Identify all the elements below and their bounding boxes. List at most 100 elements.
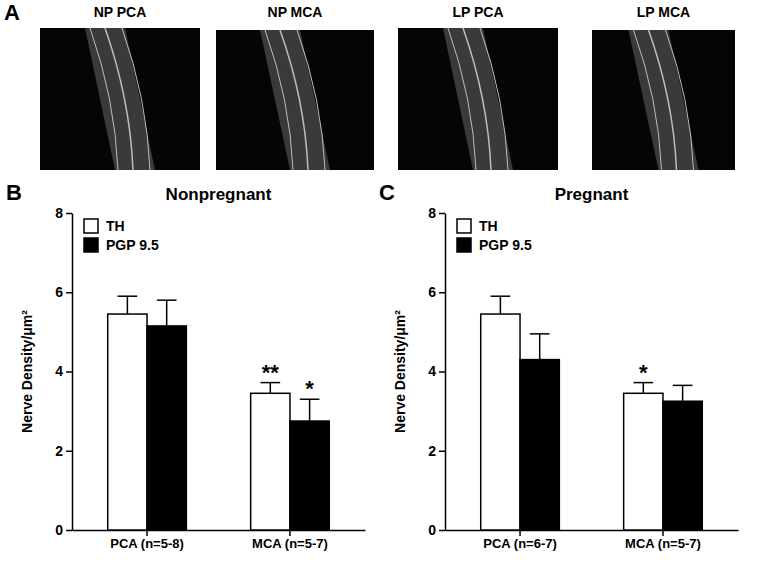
error-bar-stem	[309, 399, 311, 421]
nerve-fiber	[297, 30, 325, 170]
error-bar-stem	[166, 300, 168, 326]
y-tick: 0	[428, 522, 445, 538]
nerve-fiber	[448, 28, 476, 170]
y-tick-mark	[439, 292, 445, 294]
legend-swatch	[84, 238, 98, 252]
error-bar-stem	[127, 296, 129, 314]
error-bar	[673, 385, 693, 401]
x-tick-label: PCA (n=5-8)	[110, 536, 184, 551]
significance-marker: *	[305, 376, 314, 401]
legend-swatch	[84, 219, 98, 233]
error-bar-stem	[500, 296, 502, 314]
error-bar-cap	[157, 299, 177, 301]
x-tick-mark	[289, 530, 291, 536]
y-tick: 2	[55, 443, 72, 459]
y-tick-label: 0	[55, 522, 63, 538]
x-axis: PCA (n=5-8) MCA (n=5-7)	[73, 530, 366, 551]
y-axis: 0 2 4 6 8	[428, 205, 445, 538]
legend-label: TH	[479, 218, 498, 234]
y-tick-label: 2	[428, 443, 436, 459]
legend-swatch	[457, 219, 471, 233]
y-tick: 6	[55, 284, 72, 300]
bar	[624, 393, 663, 530]
error-bar	[157, 300, 177, 326]
chart-title: Pregnant	[555, 185, 629, 204]
panel-label: B	[6, 180, 22, 205]
nerve-fiber	[666, 30, 694, 170]
legend: TH PGP 9.5	[457, 218, 532, 253]
y-tick-mark	[66, 292, 72, 294]
y-tick: 4	[55, 363, 72, 379]
y-tick-label: 8	[55, 205, 63, 221]
legend-label: PGP 9.5	[106, 237, 159, 253]
image-title: LP PCA	[452, 4, 503, 20]
micrograph	[398, 28, 558, 170]
y-tick-label: 6	[55, 284, 63, 300]
y-tick-mark	[66, 451, 72, 453]
y-tick: 4	[428, 363, 445, 379]
chart: BNonpregnant02468PCA (n=5-8)MCA (n=5-7)N…	[6, 180, 366, 551]
nerve-fiber	[634, 30, 662, 170]
image-title: NP PCA	[94, 4, 147, 20]
y-tick-mark	[66, 213, 72, 215]
x-tick-mark	[662, 530, 664, 536]
y-tick-mark	[439, 371, 445, 373]
y-tick: 0	[55, 522, 72, 538]
vessel	[260, 30, 330, 170]
figure: ANP PCANP MCALP PCALP MCABNonpregnant024…	[0, 0, 762, 563]
image-title: LP MCA	[637, 4, 690, 20]
bar	[290, 421, 329, 530]
bar	[108, 314, 147, 530]
bar	[663, 401, 702, 530]
error-bar-cap	[118, 295, 138, 297]
y-tick: 2	[428, 443, 445, 459]
y-tick-label: 6	[428, 284, 436, 300]
x-tick-mark	[519, 530, 521, 536]
micrograph-background	[40, 28, 200, 170]
x-tick-label: MCA (n=5-7)	[252, 536, 328, 551]
y-tick: 8	[428, 205, 445, 221]
y-tick-label: 4	[428, 363, 436, 379]
vessel	[629, 30, 699, 170]
significance-marker: *	[639, 360, 648, 385]
error-bar-stem	[539, 334, 541, 360]
legend-label: TH	[106, 218, 125, 234]
legend-label: PGP 9.5	[479, 237, 532, 253]
vessel	[443, 28, 513, 170]
plot-area	[481, 296, 703, 530]
nerve-fiber	[265, 30, 293, 170]
error-bar	[530, 334, 550, 360]
x-axis: PCA (n=6-7) MCA (n=5-7)	[446, 530, 739, 551]
x-tick: PCA (n=6-7)	[483, 530, 557, 551]
error-bar	[300, 399, 320, 421]
significance-marker: **	[262, 360, 280, 385]
y-tick-mark	[66, 371, 72, 373]
micrograph-background	[216, 30, 374, 170]
image-title: NP MCA	[268, 4, 323, 20]
x-tick-label: MCA (n=5-7)	[625, 536, 701, 551]
y-axis: 0 2 4 6 8	[55, 205, 72, 538]
x-tick-mark	[146, 530, 148, 536]
x-tick: MCA (n=5-7)	[252, 530, 328, 551]
y-tick-label: 4	[55, 363, 63, 379]
bar	[251, 393, 290, 530]
y-tick-label: 0	[428, 522, 436, 538]
nerve-fiber	[90, 28, 118, 170]
x-tick-label: PCA (n=6-7)	[483, 536, 557, 551]
panel-label: A	[4, 0, 20, 25]
vessel	[85, 28, 155, 170]
panel-label: C	[379, 180, 395, 205]
bar	[520, 360, 559, 530]
y-tick-label: 2	[55, 443, 63, 459]
micrograph	[592, 30, 735, 170]
error-bar-stem	[682, 385, 684, 401]
y-tick-mark	[439, 530, 445, 532]
x-tick: MCA (n=5-7)	[625, 530, 701, 551]
x-tick: PCA (n=5-8)	[110, 530, 184, 551]
y-tick-mark	[66, 530, 72, 532]
y-tick-mark	[439, 213, 445, 215]
nerve-fiber	[480, 28, 508, 170]
chart: CPregnant02468PCA (n=6-7)MCA (n=5-7)Nerv…	[379, 180, 739, 551]
y-tick: 8	[55, 205, 72, 221]
y-tick-label: 8	[428, 205, 436, 221]
